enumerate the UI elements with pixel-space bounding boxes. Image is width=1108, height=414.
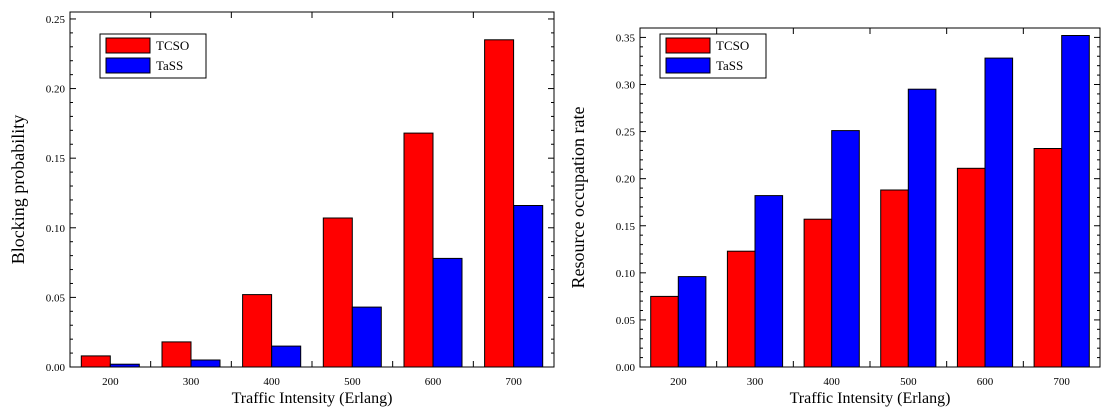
- legend: TCSO TaSS: [99, 33, 207, 79]
- plot-frame: [639, 27, 1101, 368]
- x-tick-label: 500: [344, 376, 361, 388]
- y-tick-label: 0.20: [616, 174, 636, 186]
- bar-tcso-400: [242, 294, 273, 368]
- bar-tass-400: [271, 345, 302, 368]
- x-tick-label: 600: [425, 376, 442, 388]
- legend-label-tass: TaSS: [716, 58, 743, 73]
- legend-swatch-tass: [105, 57, 151, 74]
- legend-swatch-tcso: [665, 37, 711, 54]
- y-tick-label: 0.35: [616, 32, 636, 44]
- bar-tass-700: [1061, 35, 1090, 368]
- y-tick-label: 0.00: [616, 362, 636, 374]
- y-tick-label: 0.15: [46, 153, 66, 165]
- bar-tass-500: [351, 306, 382, 368]
- x-tick-label: 500: [900, 376, 917, 388]
- legend-label-tcso: TCSO: [716, 38, 749, 53]
- bar-tcso-300: [161, 341, 192, 368]
- bar-tcso-700: [1033, 148, 1063, 368]
- y-tick-label: 0.05: [46, 292, 66, 304]
- x-tick-label: 600: [977, 376, 994, 388]
- x-tick-label: 400: [823, 376, 840, 388]
- bar-tass-600: [984, 57, 1014, 368]
- y-tick-label: 0.25: [616, 127, 636, 139]
- x-tick-label: 700: [1053, 376, 1070, 388]
- bar-tass-300: [754, 195, 784, 368]
- legend-label-tass: TaSS: [156, 58, 183, 73]
- bar-tcso-500: [322, 217, 353, 368]
- bar-tcso-600: [403, 132, 434, 368]
- bar-tass-200: [677, 276, 707, 368]
- bar-tcso-500: [880, 189, 909, 368]
- x-tick-label: 200: [102, 376, 119, 388]
- y-tick-label: 0.25: [46, 14, 66, 26]
- y-tick-label: 0.15: [616, 221, 636, 233]
- legend-label-tcso: TCSO: [156, 38, 189, 53]
- bar-tcso-300: [726, 250, 756, 368]
- bar-tcso-200: [650, 295, 679, 368]
- x-tick-label: 700: [505, 376, 522, 388]
- y-tick-label: 0.30: [616, 80, 636, 92]
- legend-swatch-tass: [665, 57, 711, 74]
- y-tick-label: 0.10: [616, 268, 636, 280]
- chart-2: 0.00 0.05 0.10 0.15 0.20 0.25 0.30 0.35 200 300 40…: [568, 27, 1101, 407]
- bar-tass-400: [831, 130, 860, 368]
- x-tick-label: 300: [747, 376, 764, 388]
- x-tick-label: 400: [263, 376, 280, 388]
- chart-1: 0.00 0.05 0.10 0.15 0.20 0.25 200 300 400 500 600 7…: [8, 11, 555, 407]
- x-tick-label: 200: [670, 376, 687, 388]
- x-axis-label: Traffic Intensity (Erlang): [232, 390, 393, 407]
- bar-tcso-200: [80, 355, 111, 368]
- bar-tcso-400: [803, 218, 833, 368]
- y-tick-label: 0.20: [46, 84, 66, 96]
- bar-tass-300: [190, 359, 221, 368]
- x-tick-label: 300: [183, 376, 200, 388]
- y-tick-label: 0.05: [616, 315, 636, 327]
- bar-tass-600: [432, 257, 463, 368]
- legend-swatch-tcso: [105, 37, 151, 54]
- y-tick-label: 0.00: [46, 362, 66, 374]
- bar-tass-500: [907, 88, 937, 368]
- y-tick-label: 0.10: [46, 223, 66, 235]
- bar-tcso-700: [484, 39, 515, 368]
- x-axis-label: Traffic Intensity (Erlang): [790, 390, 951, 407]
- y-axis-label: Resource occupation rate: [568, 107, 588, 289]
- y-axis-label: Blocking probability: [8, 115, 28, 264]
- legend: TCSO TaSS: [659, 33, 767, 79]
- bar-tass-700: [513, 205, 544, 368]
- bar-tcso-600: [956, 167, 986, 368]
